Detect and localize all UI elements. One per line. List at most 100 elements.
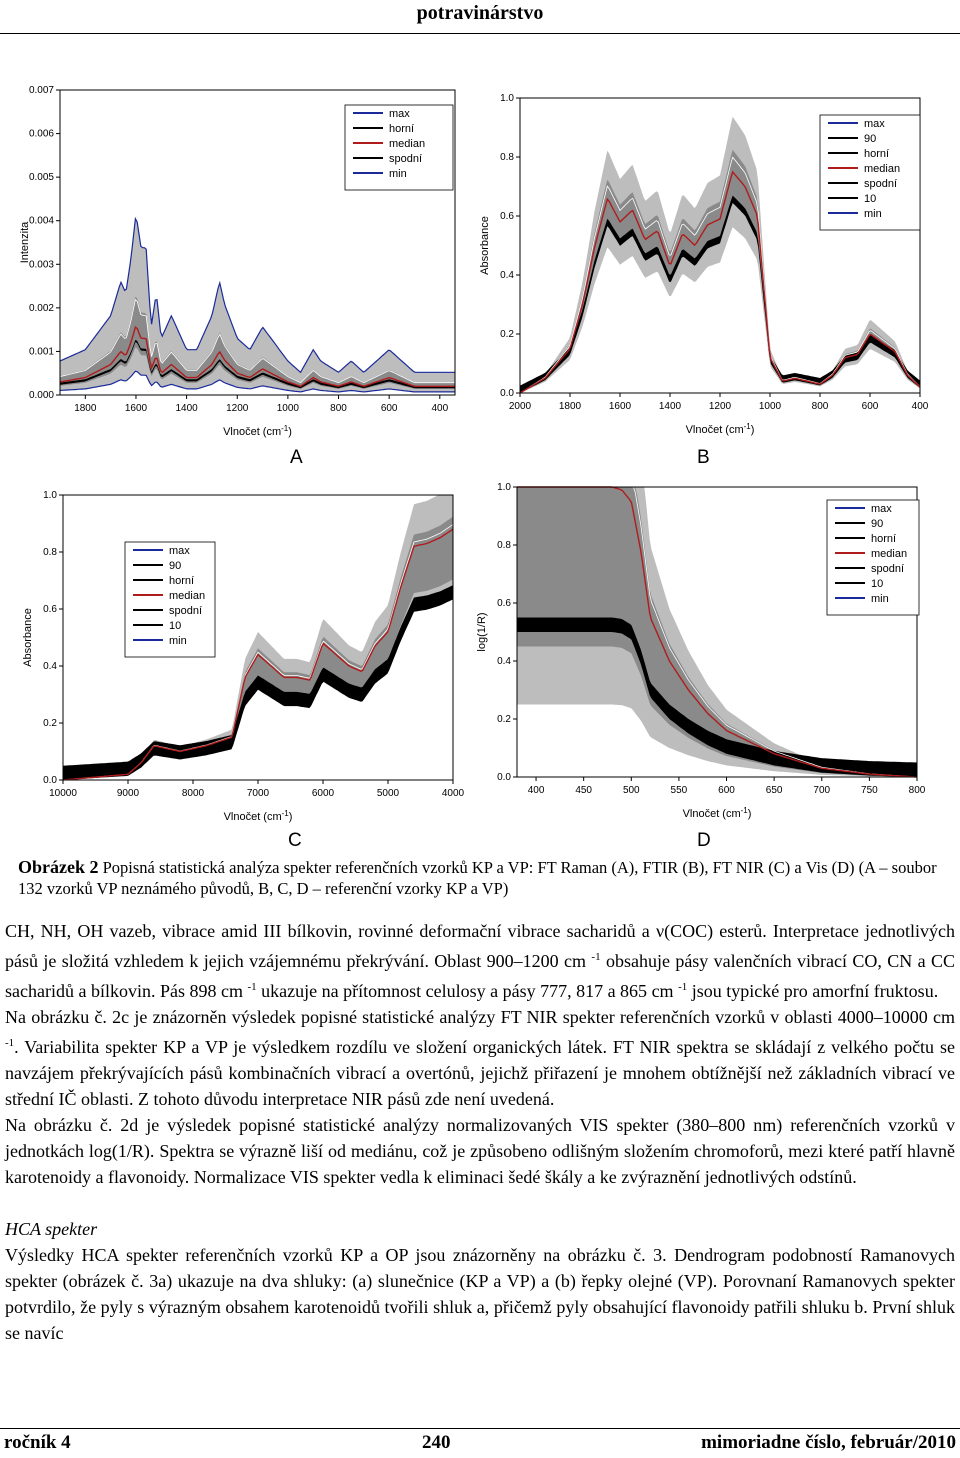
y-axis-label: log(1/R) bbox=[476, 612, 488, 651]
x-tick-label: 6000 bbox=[312, 788, 335, 799]
y-tick-label: 0.006 bbox=[29, 129, 54, 140]
x-tick-label: 1000 bbox=[277, 403, 300, 414]
legend-label: max bbox=[169, 545, 190, 557]
chart-b-svg: 0.0 0.2 0.4 0.6 0.8 1.0 2000 1800 1600 1400 1200 10… bbox=[479, 93, 929, 436]
y-tick-label: 1.0 bbox=[497, 482, 511, 493]
x-tick-label: 400 bbox=[431, 403, 448, 414]
x-axis-label-sup: -1 bbox=[282, 809, 290, 818]
x-axis-label-end: ) bbox=[751, 424, 755, 436]
x-tick-label: 8000 bbox=[182, 788, 205, 799]
x-tick-label: 1200 bbox=[709, 401, 732, 412]
legend-label: median bbox=[169, 590, 205, 602]
lower-band bbox=[520, 195, 920, 393]
header-rule bbox=[0, 33, 960, 34]
footer: ročník 4 240 mimoriadne číslo, február/2… bbox=[4, 1432, 956, 1456]
x-axis-label-sup: -1 bbox=[744, 422, 752, 431]
x-tick-label: 1400 bbox=[175, 403, 198, 414]
legend-label: max bbox=[389, 108, 410, 120]
x-axis-label-sup: -1 bbox=[741, 806, 749, 815]
legend-label: min bbox=[871, 593, 889, 605]
plot-frame bbox=[516, 486, 918, 778]
x-tick-label: 600 bbox=[718, 785, 735, 796]
range-band bbox=[63, 495, 453, 780]
x-tick-label: 1600 bbox=[125, 403, 148, 414]
legend-label: median bbox=[389, 138, 425, 150]
y-tick-label: 0.2 bbox=[497, 714, 511, 725]
legend-label: spodní bbox=[871, 563, 904, 575]
x-axis-label-end: ) bbox=[748, 808, 752, 820]
y-tick-label: 0.005 bbox=[29, 172, 54, 183]
y-tick-label: 0.6 bbox=[497, 598, 511, 609]
lower-band bbox=[63, 585, 453, 780]
range-band bbox=[520, 116, 920, 394]
x-axis-label: Vlnočet (cm-1) bbox=[223, 424, 292, 438]
figure-panel-c: 0.0 0.2 0.4 0.6 0.8 1.0 10000 9000 8000 7000 6000 5… bbox=[15, 480, 470, 825]
x-tick-label: 10000 bbox=[49, 788, 77, 799]
y-tick-label: 0.000 bbox=[29, 390, 54, 401]
y-tick-label: 0.8 bbox=[43, 547, 57, 558]
paragraph-4: Výsledky HCA spekter referenčních vzorků… bbox=[5, 1245, 955, 1343]
p90-line bbox=[59, 298, 455, 384]
footer-issue: mimoriadne číslo, február/2010 bbox=[701, 1432, 956, 1453]
x-tick-label: 1600 bbox=[609, 401, 632, 412]
max-line bbox=[59, 216, 455, 374]
x-tick-label: 600 bbox=[381, 403, 398, 414]
chart-c-svg: 0.0 0.2 0.4 0.6 0.8 1.0 10000 9000 8000 7000 6000 5… bbox=[22, 490, 465, 823]
legend-label: spodní bbox=[169, 605, 202, 617]
x-tick-label: 2000 bbox=[509, 401, 532, 412]
legend-label: 90 bbox=[864, 133, 876, 145]
x-tick-label: 4000 bbox=[442, 788, 465, 799]
legend-label: horní bbox=[169, 575, 194, 587]
y-tick-label: 0.004 bbox=[29, 216, 54, 227]
median-line bbox=[519, 170, 921, 394]
legend-label: spodní bbox=[389, 153, 422, 165]
x-axis-label-end: ) bbox=[289, 811, 293, 823]
y-tick-label: 0.2 bbox=[43, 718, 57, 729]
figure-panel-d: 0.0 0.2 0.4 0.6 0.8 1.0 400 450 500 550 600 650 700 7… bbox=[475, 475, 945, 825]
x-axis-label: Vlnočet (cm-1) bbox=[686, 422, 755, 436]
x-tick-label: 9000 bbox=[117, 788, 140, 799]
x-tick-label: 1800 bbox=[74, 403, 97, 414]
legend-label: median bbox=[871, 548, 907, 560]
y-tick-label: 0.4 bbox=[500, 270, 514, 281]
p90-line bbox=[519, 156, 921, 394]
y-tick-label: 0.4 bbox=[43, 661, 57, 672]
legend-label: horní bbox=[871, 533, 896, 545]
y-tick-label: 0.0 bbox=[500, 388, 514, 399]
legend-label: 90 bbox=[871, 518, 883, 530]
chart-d-svg: 0.0 0.2 0.4 0.6 0.8 1.0 400 450 500 550 600 650 700 7… bbox=[476, 482, 926, 820]
panel-label-d: D bbox=[697, 830, 711, 851]
legend-label: min bbox=[864, 208, 882, 220]
x-tick-label: 800 bbox=[330, 403, 347, 414]
legend-box bbox=[826, 499, 920, 616]
x-tick-label: 600 bbox=[862, 401, 879, 412]
legend-label: min bbox=[169, 635, 187, 647]
chart-a-svg: 0.000 0.001 0.002 0.003 0.004 0.005 0.006 0.007… bbox=[19, 85, 456, 438]
x-tick-label: 500 bbox=[623, 785, 640, 796]
legend-label: spodní bbox=[864, 178, 897, 190]
min-line bbox=[59, 370, 455, 393]
caption-text: Popisná statistická analýza spekter refe… bbox=[18, 858, 937, 898]
paragraph-1: CH, NH, OH vazeb, vibrace amid III bílko… bbox=[5, 921, 955, 1001]
median-line bbox=[62, 528, 454, 781]
legend-label: 10 bbox=[871, 578, 883, 590]
median-line bbox=[59, 326, 455, 388]
y-tick-label: 0.002 bbox=[29, 303, 54, 314]
y-tick-label: 1.0 bbox=[500, 93, 514, 104]
legend-box bbox=[344, 104, 454, 191]
quartile-band bbox=[517, 487, 917, 777]
y-tick-label: 0.4 bbox=[497, 656, 511, 667]
section-heading: HCA spekter bbox=[5, 1219, 98, 1239]
x-tick-label: 400 bbox=[528, 785, 545, 796]
x-tick-label: 800 bbox=[812, 401, 829, 412]
y-tick-label: 0.6 bbox=[500, 211, 514, 222]
y-axis-label: Intenzita bbox=[19, 221, 31, 263]
y-axis-label: Absorbance bbox=[479, 216, 491, 275]
footer-page-number: 240 bbox=[422, 1432, 451, 1453]
x-tick-label: 1200 bbox=[226, 403, 249, 414]
x-axis-label-end: ) bbox=[288, 426, 292, 438]
x-tick-label: 1000 bbox=[759, 401, 782, 412]
lower-band bbox=[517, 617, 917, 777]
x-tick-label: 550 bbox=[671, 785, 688, 796]
y-tick-label: 0.6 bbox=[43, 604, 57, 615]
